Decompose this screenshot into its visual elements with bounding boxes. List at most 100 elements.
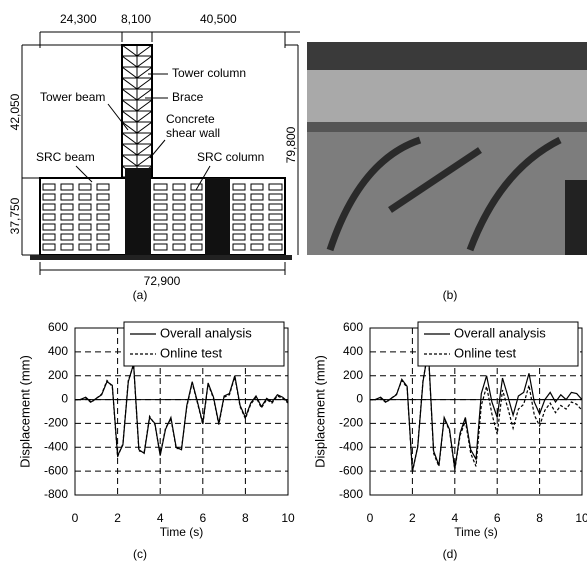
src-beam <box>42 183 56 191</box>
brace <box>121 77 138 90</box>
legend <box>123 321 285 367</box>
legend-label: Online test <box>454 345 517 360</box>
component-label: SRC beam <box>36 150 95 164</box>
brace <box>121 121 138 134</box>
data-line <box>75 364 289 458</box>
x-tick-label: 8 <box>242 511 249 525</box>
x-tick-label: 2 <box>409 511 416 525</box>
foundation <box>30 255 292 260</box>
dimension-label: 79,800 <box>284 126 298 163</box>
shear-wall <box>125 168 151 255</box>
src-beam <box>190 233 203 241</box>
src-beam <box>60 193 74 201</box>
src-beam <box>172 233 186 241</box>
brace <box>136 88 153 101</box>
y-tick-label: -800 <box>339 487 363 501</box>
src-beam <box>42 213 56 221</box>
x-tick-label: 0 <box>72 511 79 525</box>
component-label: Brace <box>172 90 204 104</box>
y-tick-label: -400 <box>339 439 363 453</box>
src-beam <box>268 243 283 251</box>
y-tick-label: -800 <box>44 487 68 501</box>
x-tick-label: 4 <box>451 511 458 525</box>
x-tick-label: 0 <box>367 511 374 525</box>
x-axis-label: Time (s) <box>160 525 204 539</box>
brace <box>121 66 138 79</box>
src-beam <box>153 203 168 211</box>
src-beam <box>60 203 74 211</box>
dimension-label: 24,300 <box>60 12 97 26</box>
src-beam <box>268 183 283 191</box>
src-beam <box>96 183 110 191</box>
y-tick-label: 600 <box>343 320 363 334</box>
photo-shape <box>307 70 587 130</box>
brace <box>136 110 153 123</box>
y-tick-label: 400 <box>343 344 363 358</box>
src-beam <box>78 243 92 251</box>
src-beam <box>190 243 203 251</box>
src-beam <box>268 213 283 221</box>
caption: (b) <box>443 288 458 302</box>
y-tick-label: -400 <box>44 439 68 453</box>
tower-members <box>121 44 153 189</box>
legend-label: Overall analysis <box>160 325 252 340</box>
src-beam <box>96 203 110 211</box>
y-tick-label: 600 <box>48 320 68 334</box>
src-beam <box>42 203 56 211</box>
base-members <box>42 183 283 251</box>
x-axis-label: Time (s) <box>454 525 498 539</box>
src-beam <box>172 193 186 201</box>
brace <box>136 99 153 112</box>
caption: (c) <box>133 547 147 561</box>
y-tick-label: -200 <box>44 416 68 430</box>
component-label: Concrete <box>166 112 215 126</box>
x-tick-label: 8 <box>536 511 543 525</box>
src-beam <box>250 203 264 211</box>
src-beam <box>96 233 110 241</box>
src-beam <box>153 213 168 221</box>
src-beam <box>172 223 186 231</box>
brace <box>136 44 153 57</box>
src-beam <box>190 203 203 211</box>
brace <box>136 121 153 134</box>
legend-label: Overall analysis <box>454 325 546 340</box>
y-tick-label: -600 <box>44 463 68 477</box>
src-beam <box>78 233 92 241</box>
leader-lines <box>75 73 211 191</box>
src-beam <box>96 193 110 201</box>
src-beam <box>250 223 264 231</box>
brace <box>136 132 153 145</box>
x-tick-label: 2 <box>114 511 121 525</box>
src-beam <box>172 203 186 211</box>
src-beam <box>78 223 92 231</box>
dimension-lines <box>21 31 300 275</box>
dimension-label: 40,500 <box>200 12 237 26</box>
caption: (d) <box>443 547 458 561</box>
src-beam <box>190 193 203 201</box>
legend-label: Online test <box>160 345 223 360</box>
y-tick-label: -600 <box>339 463 363 477</box>
src-beam <box>60 243 74 251</box>
photo-shape <box>565 180 587 255</box>
y-axis-label: Displacement (mm) <box>17 355 32 468</box>
y-tick-label: 0 <box>61 392 68 406</box>
y-tick-label: 200 <box>48 368 68 382</box>
src-beam <box>190 213 203 221</box>
y-tick-label: 200 <box>343 368 363 382</box>
src-beam <box>60 233 74 241</box>
src-beam <box>60 213 74 221</box>
component-label: shear wall <box>166 126 220 140</box>
brace <box>136 154 153 167</box>
src-beam <box>268 223 283 231</box>
src-beam <box>153 243 168 251</box>
caption: (a) <box>133 288 148 302</box>
src-beam <box>96 243 110 251</box>
src-beam <box>232 193 246 201</box>
src-beam <box>232 183 246 191</box>
y-tick-label: -200 <box>339 416 363 430</box>
src-beam <box>232 203 246 211</box>
src-beam <box>78 183 92 191</box>
src-beam <box>190 223 203 231</box>
